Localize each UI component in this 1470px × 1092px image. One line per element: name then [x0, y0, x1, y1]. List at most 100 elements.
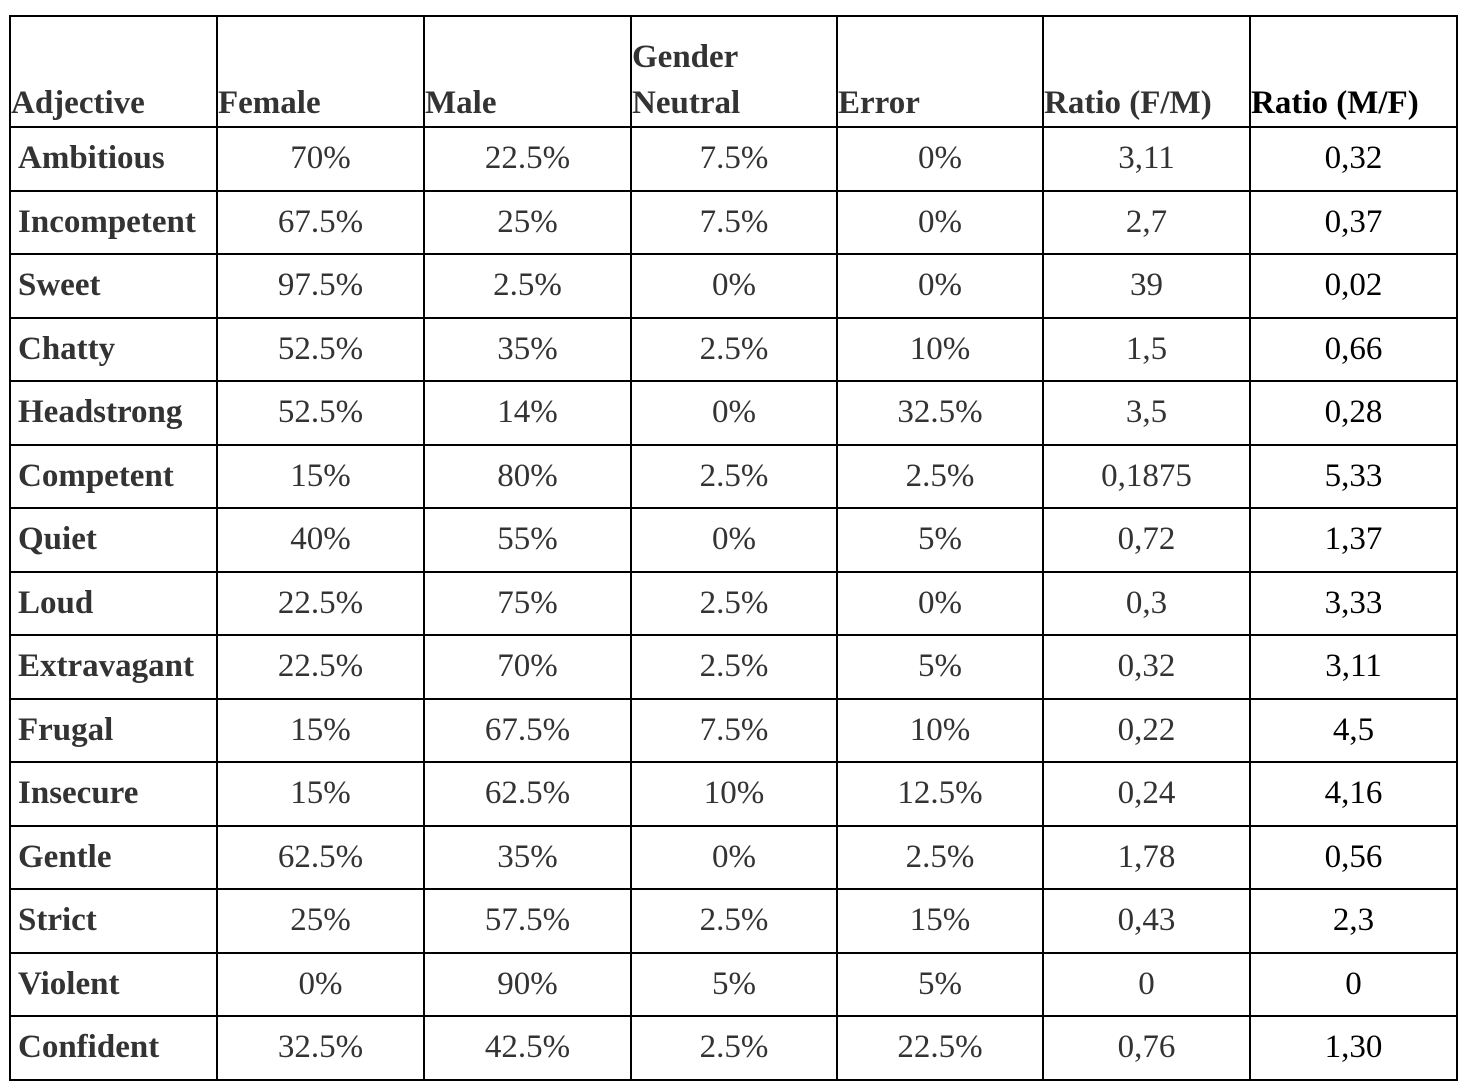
cell-adjective: Incompetent — [9, 189, 218, 255]
cell-female: 22.5% — [216, 634, 425, 700]
cell-gender-neutral: 2.5% — [630, 1015, 838, 1081]
cell-error: 12.5% — [836, 761, 1044, 827]
cell-female: 97.5% — [216, 253, 425, 319]
adjective-gender-table: Adjective Female Male Gender Neutral Err… — [9, 15, 1458, 1081]
cell-ratio-fm: 3,5 — [1042, 380, 1251, 446]
cell-error: 10% — [836, 697, 1044, 763]
cell-gender-neutral: 2.5% — [630, 443, 838, 509]
cell-adjective: Quiet — [9, 507, 218, 573]
cell-gender-neutral: 2.5% — [630, 888, 838, 954]
cell-adjective: Competent — [9, 443, 218, 509]
cell-male: 2.5% — [423, 253, 632, 319]
cell-ratio-fm: 1,5 — [1042, 316, 1251, 382]
cell-male: 75% — [423, 570, 632, 636]
cell-error: 5% — [836, 634, 1044, 700]
cell-ratio-fm: 2,7 — [1042, 189, 1251, 255]
cell-ratio-mf: 0,28 — [1249, 380, 1458, 446]
cell-error: 0% — [836, 253, 1044, 319]
cell-male: 25% — [423, 189, 632, 255]
header-adjective: Adjective — [9, 15, 218, 128]
cell-male: 22.5% — [423, 126, 632, 192]
header-ratio-fm: Ratio (F/M) — [1042, 15, 1251, 128]
cell-adjective: Strict — [9, 888, 218, 954]
table-row: Confident 32.5% 42.5% 2.5% 22.5% 0,76 1,30 — [9, 1015, 1458, 1081]
cell-ratio-mf: 0,66 — [1249, 316, 1458, 382]
cell-adjective: Ambitious — [9, 126, 218, 192]
table-row: Quiet 40% 55% 0% 5% 0,72 1,37 — [9, 507, 1458, 573]
cell-error: 2.5% — [836, 824, 1044, 890]
cell-ratio-mf: 0,56 — [1249, 824, 1458, 890]
cell-gender-neutral: 0% — [630, 824, 838, 890]
cell-error: 15% — [836, 888, 1044, 954]
cell-ratio-mf: 4,16 — [1249, 761, 1458, 827]
cell-ratio-mf: 3,33 — [1249, 570, 1458, 636]
table-row: Ambitious 70% 22.5% 7.5% 0% 3,11 0,32 — [9, 126, 1458, 192]
table-row: Headstrong 52.5% 14% 0% 32.5% 3,5 0,28 — [9, 380, 1458, 446]
cell-error: 10% — [836, 316, 1044, 382]
cell-error: 0% — [836, 126, 1044, 192]
cell-female: 15% — [216, 697, 425, 763]
table-row: Insecure 15% 62.5% 10% 12.5% 0,24 4,16 — [9, 761, 1458, 827]
cell-gender-neutral: 2.5% — [630, 570, 838, 636]
header-error: Error — [836, 15, 1044, 128]
cell-ratio-mf: 0,37 — [1249, 189, 1458, 255]
cell-adjective: Headstrong — [9, 380, 218, 446]
header-row: Adjective Female Male Gender Neutral Err… — [9, 15, 1458, 128]
cell-error: 0% — [836, 189, 1044, 255]
cell-female: 15% — [216, 761, 425, 827]
cell-gender-neutral: 7.5% — [630, 189, 838, 255]
cell-ratio-mf: 5,33 — [1249, 443, 1458, 509]
cell-ratio-mf: 0,32 — [1249, 126, 1458, 192]
cell-adjective: Frugal — [9, 697, 218, 763]
header-ratio-mf: Ratio (M/F) — [1249, 15, 1458, 128]
cell-ratio-mf: 4,5 — [1249, 697, 1458, 763]
cell-female: 15% — [216, 443, 425, 509]
cell-female: 32.5% — [216, 1015, 425, 1081]
cell-adjective: Violent — [9, 951, 218, 1017]
cell-ratio-fm: 0,22 — [1042, 697, 1251, 763]
cell-ratio-fm: 1,78 — [1042, 824, 1251, 890]
table-row: Incompetent 67.5% 25% 7.5% 0% 2,7 0,37 — [9, 189, 1458, 255]
cell-gender-neutral: 0% — [630, 507, 838, 573]
cell-gender-neutral: 0% — [630, 380, 838, 446]
cell-adjective: Insecure — [9, 761, 218, 827]
table-row: Gentle 62.5% 35% 0% 2.5% 1,78 0,56 — [9, 824, 1458, 890]
cell-ratio-mf: 1,30 — [1249, 1015, 1458, 1081]
table-row: Chatty 52.5% 35% 2.5% 10% 1,5 0,66 — [9, 316, 1458, 382]
cell-female: 62.5% — [216, 824, 425, 890]
table-row: Sweet 97.5% 2.5% 0% 0% 39 0,02 — [9, 253, 1458, 319]
table-row: Extravagant 22.5% 70% 2.5% 5% 0,32 3,11 — [9, 634, 1458, 700]
cell-male: 35% — [423, 316, 632, 382]
cell-error: 32.5% — [836, 380, 1044, 446]
cell-adjective: Gentle — [9, 824, 218, 890]
header-male: Male — [423, 15, 632, 128]
cell-gender-neutral: 2.5% — [630, 316, 838, 382]
cell-error: 5% — [836, 507, 1044, 573]
cell-ratio-fm: 0 — [1042, 951, 1251, 1017]
cell-male: 62.5% — [423, 761, 632, 827]
table-body: Ambitious 70% 22.5% 7.5% 0% 3,11 0,32 Incompete… — [9, 126, 1458, 1081]
cell-male: 35% — [423, 824, 632, 890]
header-gender-neutral: Gender Neutral — [630, 15, 838, 128]
cell-adjective: Extravagant — [9, 634, 218, 700]
cell-male: 42.5% — [423, 1015, 632, 1081]
cell-ratio-fm: 0,72 — [1042, 507, 1251, 573]
cell-gender-neutral: 7.5% — [630, 126, 838, 192]
cell-male: 57.5% — [423, 888, 632, 954]
cell-gender-neutral: 5% — [630, 951, 838, 1017]
cell-gender-neutral: 0% — [630, 253, 838, 319]
cell-ratio-mf: 0 — [1249, 951, 1458, 1017]
cell-ratio-mf: 0,02 — [1249, 253, 1458, 319]
cell-female: 70% — [216, 126, 425, 192]
cell-adjective: Sweet — [9, 253, 218, 319]
cell-ratio-fm: 0,1875 — [1042, 443, 1251, 509]
cell-error: 2.5% — [836, 443, 1044, 509]
cell-ratio-fm: 0,24 — [1042, 761, 1251, 827]
cell-error: 0% — [836, 570, 1044, 636]
table-row: Competent 15% 80% 2.5% 2.5% 0,1875 5,33 — [9, 443, 1458, 509]
cell-male: 90% — [423, 951, 632, 1017]
cell-male: 80% — [423, 443, 632, 509]
cell-female: 25% — [216, 888, 425, 954]
cell-male: 67.5% — [423, 697, 632, 763]
cell-male: 55% — [423, 507, 632, 573]
